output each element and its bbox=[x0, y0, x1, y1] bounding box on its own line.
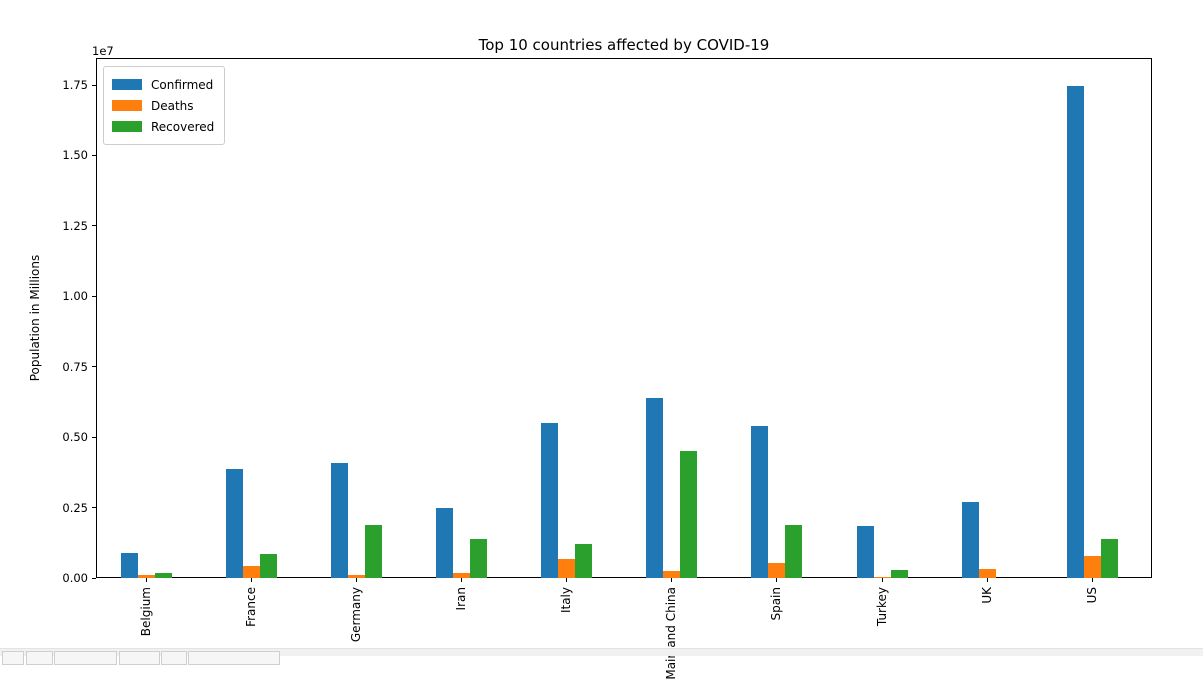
matplotlib-toolbar-strip[interactable] bbox=[0, 648, 1203, 665]
bar-confirmed-mainland-china bbox=[646, 398, 664, 578]
x-tick-mark bbox=[1091, 578, 1093, 582]
bar-confirmed-belgium bbox=[120, 553, 138, 578]
x-tick-mark bbox=[671, 578, 673, 582]
bar-deaths-germany bbox=[347, 575, 365, 578]
y-tick-label: 0.75 bbox=[62, 359, 88, 374]
x-tick-label-us: US bbox=[1084, 587, 1099, 604]
y-tick-mark bbox=[92, 225, 96, 227]
legend-label-deaths: Deaths bbox=[151, 98, 194, 113]
bar-deaths-turkey bbox=[873, 577, 891, 578]
y-tick-mark bbox=[92, 295, 96, 297]
toolbar-button-3[interactable] bbox=[54, 651, 117, 665]
bar-confirmed-uk bbox=[961, 502, 979, 578]
y-axis-offset-text: 1e7 bbox=[92, 44, 114, 58]
y-tick-mark bbox=[92, 507, 96, 509]
bar-confirmed-turkey bbox=[856, 526, 874, 578]
bar-confirmed-spain bbox=[751, 426, 769, 578]
y-tick-label: 1.25 bbox=[62, 218, 88, 233]
toolbar-button-6[interactable] bbox=[188, 651, 280, 665]
y-tick-label: 0.50 bbox=[62, 430, 88, 445]
x-tick-mark bbox=[355, 578, 357, 582]
x-tick-mark bbox=[566, 578, 568, 582]
y-tick-label: 0.25 bbox=[62, 500, 88, 515]
legend-swatch-deaths bbox=[112, 100, 142, 111]
bar-deaths-mainland-china bbox=[663, 571, 681, 578]
y-tick-mark bbox=[92, 436, 96, 438]
chart-title: Top 10 countries affected by COVID-19 bbox=[478, 36, 770, 54]
x-tick-mark bbox=[881, 578, 883, 582]
x-tick-label-italy: Italy bbox=[559, 587, 574, 614]
y-tick-mark bbox=[92, 84, 96, 86]
x-tick-label-spain: Spain bbox=[769, 587, 784, 621]
bar-deaths-iran bbox=[452, 573, 470, 578]
x-tick-label-mainland-china: Mainland China bbox=[664, 587, 679, 680]
toolbar-button-5[interactable] bbox=[161, 651, 187, 665]
bar-confirmed-us bbox=[1066, 86, 1084, 578]
bar-recovered-us bbox=[1100, 539, 1118, 578]
bar-recovered-iran bbox=[469, 539, 487, 578]
bar-recovered-france bbox=[259, 554, 277, 578]
x-tick-label-turkey: Turkey bbox=[874, 587, 889, 627]
bar-deaths-italy bbox=[558, 559, 576, 578]
legend-entry-confirmed: Confirmed bbox=[112, 74, 214, 95]
y-tick-label: 1.50 bbox=[62, 148, 88, 163]
bar-deaths-belgium bbox=[137, 575, 155, 578]
bar-deaths-france bbox=[242, 566, 260, 578]
bar-confirmed-germany bbox=[330, 463, 348, 578]
bar-confirmed-italy bbox=[541, 423, 559, 578]
bar-confirmed-france bbox=[225, 469, 243, 578]
y-tick-mark bbox=[92, 577, 96, 579]
toolbar-button-1[interactable] bbox=[2, 651, 24, 665]
x-tick-label-germany: Germany bbox=[348, 587, 363, 643]
x-tick-label-uk: UK bbox=[979, 587, 994, 604]
matplotlib-figure: Top 10 countries affected by COVID-19 1e… bbox=[0, 36, 1203, 680]
legend-label-confirmed: Confirmed bbox=[151, 77, 214, 92]
y-tick-label: 0.00 bbox=[62, 571, 88, 585]
y-tick-label: 1.00 bbox=[62, 289, 88, 304]
x-tick-mark bbox=[460, 578, 462, 582]
y-tick-mark bbox=[92, 154, 96, 156]
plot-area bbox=[96, 58, 1152, 578]
bar-recovered-belgium bbox=[154, 573, 172, 578]
y-tick-mark bbox=[92, 366, 96, 368]
legend: Confirmed Deaths Recovered bbox=[103, 66, 226, 145]
bar-deaths-spain bbox=[768, 563, 786, 578]
legend-entry-recovered: Recovered bbox=[112, 116, 214, 137]
legend-swatch-recovered bbox=[112, 121, 142, 132]
x-tick-mark bbox=[145, 578, 147, 582]
bar-recovered-turkey bbox=[890, 570, 908, 578]
bar-deaths-uk bbox=[978, 569, 996, 578]
bar-deaths-us bbox=[1083, 556, 1101, 578]
x-tick-label-iran: Iran bbox=[453, 587, 468, 611]
x-tick-label-belgium: Belgium bbox=[138, 587, 153, 637]
legend-entry-deaths: Deaths bbox=[112, 95, 214, 116]
bar-recovered-mainland-china bbox=[680, 451, 698, 578]
legend-label-recovered: Recovered bbox=[151, 119, 215, 134]
bar-recovered-spain bbox=[785, 525, 803, 578]
x-tick-mark bbox=[250, 578, 252, 582]
x-tick-mark bbox=[776, 578, 778, 582]
legend-swatch-confirmed bbox=[112, 79, 142, 90]
toolbar-button-4[interactable] bbox=[119, 651, 160, 665]
toolbar-button-2[interactable] bbox=[26, 651, 53, 665]
x-tick-label-france: France bbox=[243, 587, 258, 627]
y-tick-label: 1.75 bbox=[62, 78, 88, 93]
y-axis-label: Population in Millions bbox=[28, 254, 42, 382]
bar-recovered-germany bbox=[364, 525, 382, 578]
bar-confirmed-iran bbox=[435, 508, 453, 578]
bar-recovered-italy bbox=[575, 544, 593, 578]
x-tick-mark bbox=[986, 578, 988, 582]
